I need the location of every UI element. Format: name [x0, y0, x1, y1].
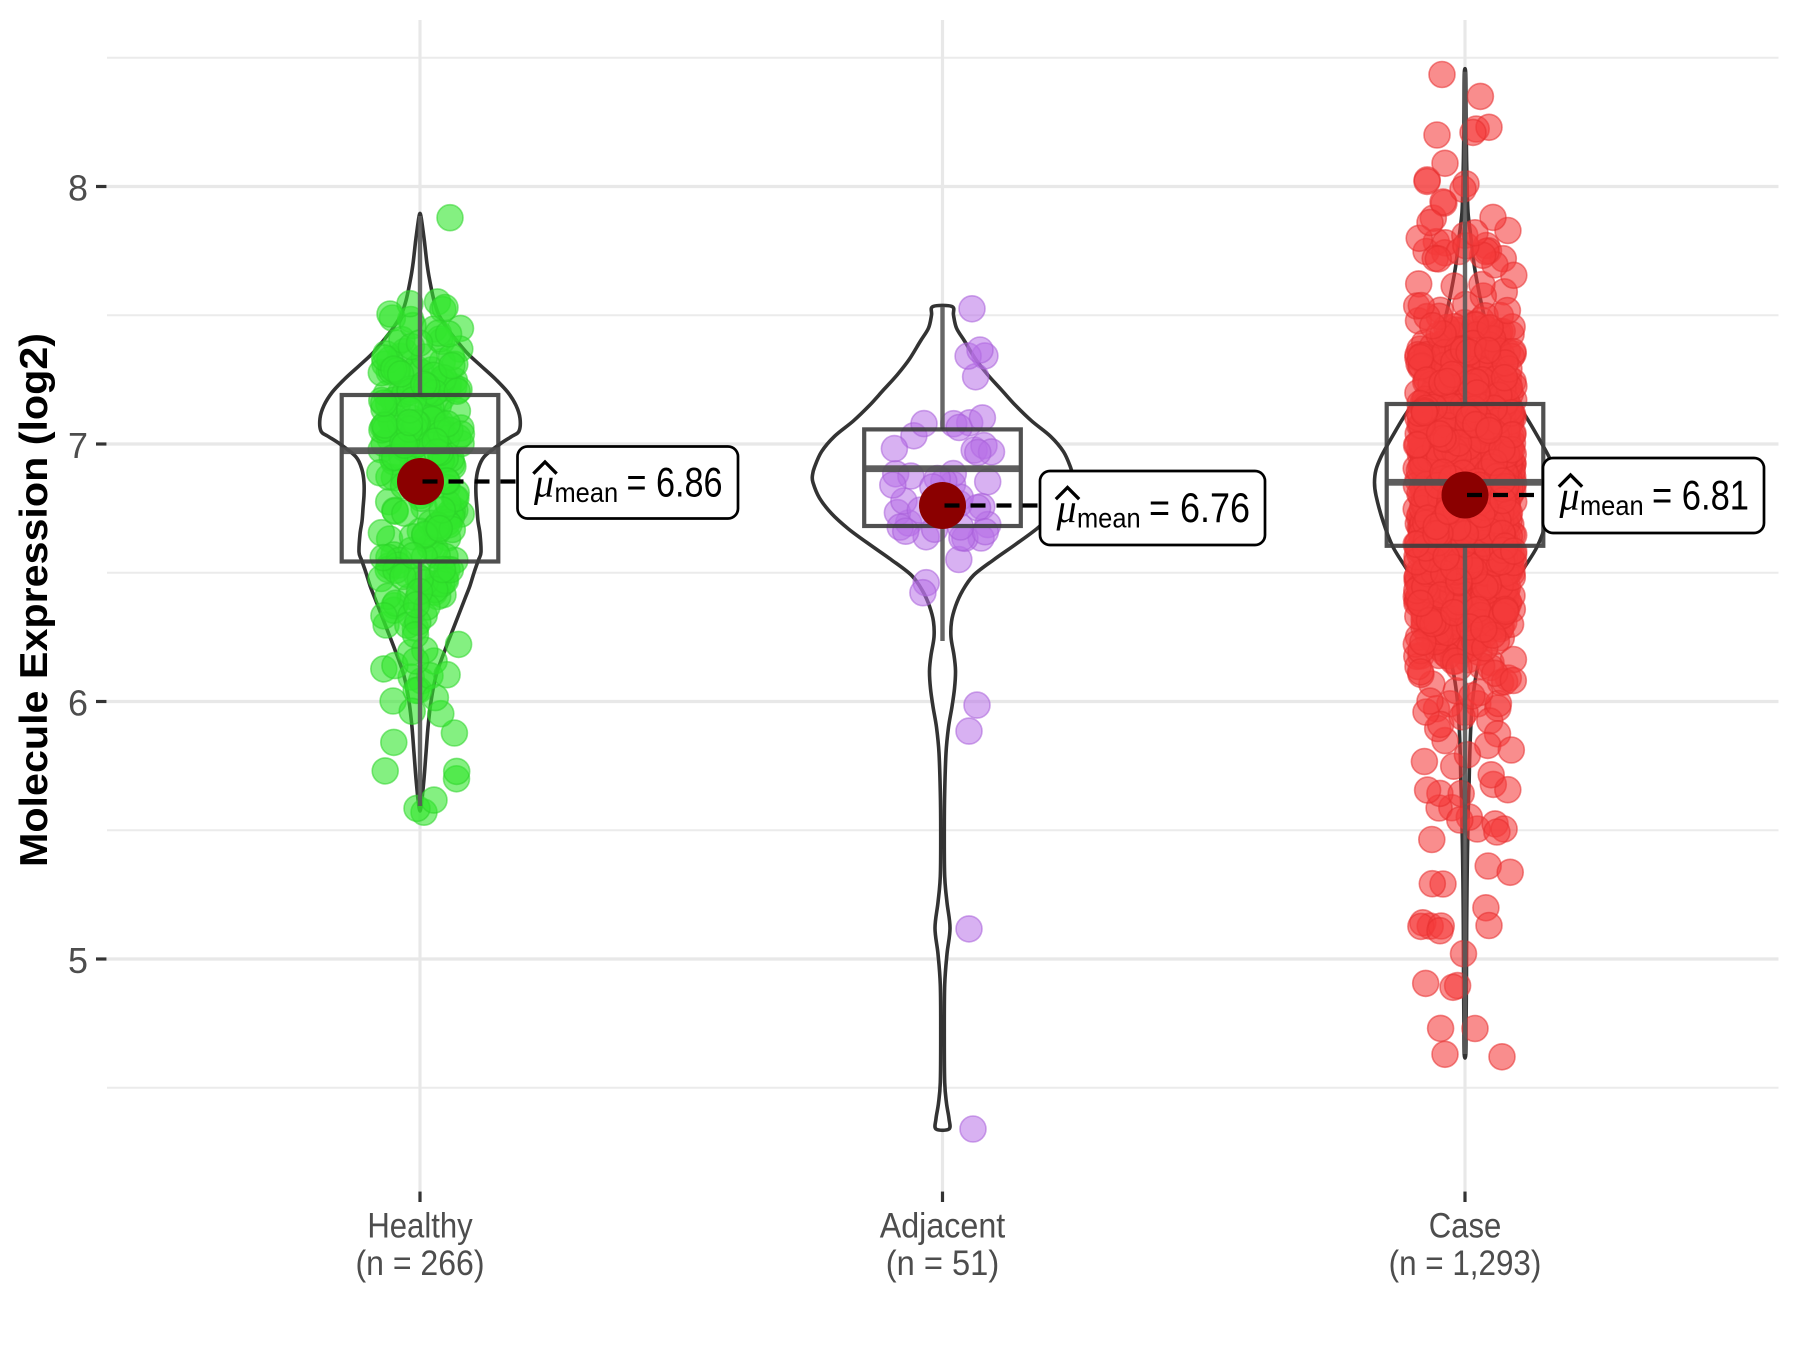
svg-text:mean: mean [555, 477, 619, 508]
svg-text:= 6.86: = 6.86 [627, 459, 723, 506]
svg-text:7: 7 [68, 425, 88, 466]
svg-text:μ: μ [1559, 474, 1580, 519]
svg-text:Case: Case [1429, 1207, 1502, 1246]
svg-text:= 6.76: = 6.76 [1149, 484, 1250, 531]
svg-text:8: 8 [68, 168, 88, 209]
svg-text:= 6.81: = 6.81 [1652, 472, 1749, 519]
svg-text:Adjacent: Adjacent [880, 1207, 1006, 1246]
svg-text:μ: μ [1056, 486, 1077, 531]
svg-text:mean: mean [1580, 490, 1644, 521]
svg-text:mean: mean [1077, 503, 1141, 534]
svg-text:(n = 51): (n = 51) [886, 1244, 999, 1283]
svg-text:(n = 266): (n = 266) [356, 1244, 485, 1283]
svg-text:6: 6 [68, 683, 88, 724]
svg-text:5: 5 [68, 940, 88, 981]
svg-text:Healthy: Healthy [367, 1207, 473, 1246]
svg-text:(n = 1,293): (n = 1,293) [1389, 1244, 1542, 1283]
svg-text:μ: μ [533, 461, 554, 506]
svg-text:Molecule Expression (log2): Molecule Expression (log2) [13, 333, 56, 867]
